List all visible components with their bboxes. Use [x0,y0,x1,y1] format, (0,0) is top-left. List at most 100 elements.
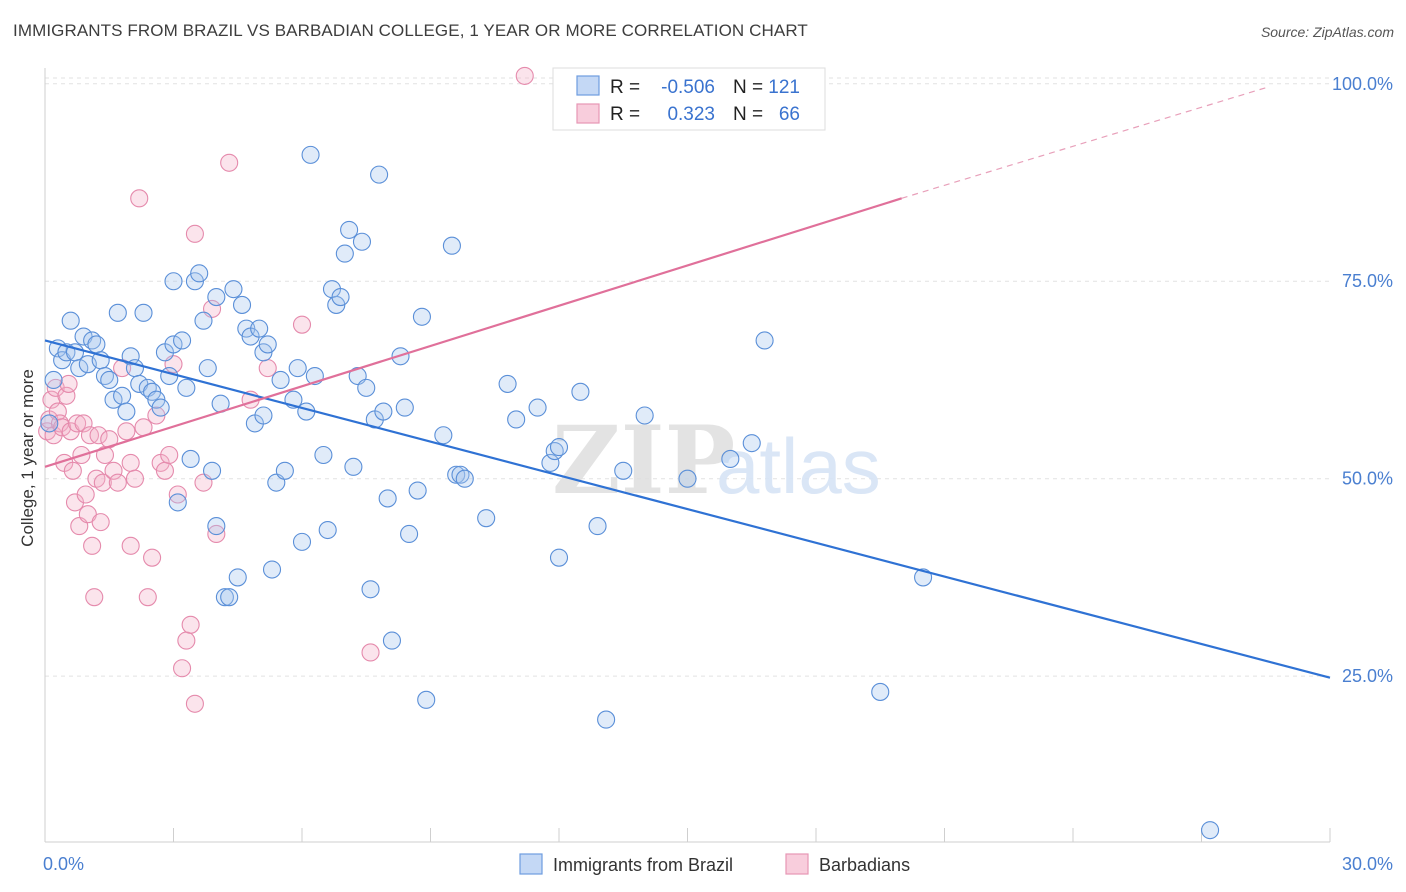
brazil-point [378,489,397,508]
brazil-point [288,359,307,378]
barbadians-point [104,461,123,480]
watermark-atlas: atlas [716,422,881,510]
barbadians-point [185,694,204,713]
brazil-point [117,402,136,421]
brazil-point [678,469,697,488]
barbadians-point [207,524,226,544]
legend: Immigrants from Brazil Barbadians [519,853,910,875]
stats-blue-swatch [576,75,600,96]
brazil-point [447,465,466,484]
barbadians-point [91,513,110,532]
barbadians-point [93,473,112,492]
barbadians-point [138,588,157,607]
barbadians-point [85,588,104,607]
barbadians-point [68,414,87,433]
barbadians-point [258,359,277,378]
brazil-point [314,445,333,465]
brazil-point [442,236,461,255]
brazil-point [250,319,269,338]
brazil-point [357,378,376,397]
legend-pink-swatch [785,853,809,875]
brazil-point [292,532,312,551]
barbadians-point [160,445,179,465]
brazil-point [275,461,294,480]
brazil-point [190,264,209,283]
brazil-point [721,449,740,468]
barbadians-point [74,414,93,433]
legend-blue-label: Immigrants from Brazil [553,855,733,875]
brazil-point [173,331,192,350]
brazil-point [271,370,290,390]
brazil-point [434,426,453,445]
brazil-point [100,370,119,390]
stats-pink-n-label: N = [733,104,763,125]
brazil-point [207,287,226,307]
brazil-point [340,220,359,239]
stats-blue-r-value: -0.506 [661,77,715,98]
brazil-point [541,453,560,472]
brazil-point [258,335,277,354]
brazil-point [528,398,547,417]
brazil-point [412,307,431,326]
brazil-point [87,335,106,354]
x-tick-label: 30.0% [1342,854,1393,874]
legend-pink-label: Barbadians [819,855,910,875]
brazil-point [1201,821,1220,840]
brazil-point [742,434,761,453]
barbadians-point [515,66,534,85]
y-tick-label: 50.0% [1342,469,1393,489]
barbadians-point [185,224,204,243]
brazil-point [177,378,196,397]
stats-blue-r-label: R = [610,77,640,98]
brazil-point [108,303,127,322]
brazil-point [168,493,187,512]
brazil-point [871,682,890,701]
barbadians-point [173,659,192,678]
brazil-point [198,359,217,378]
axes [44,68,1331,843]
source-credit: Source: ZipAtlas.com [1260,24,1394,40]
barbadians-point [59,374,78,393]
barbadians-point [63,461,82,480]
chart-title: IMMIGRANTS FROM BRAZIL VS BARBADIAN COLL… [13,21,808,40]
brazil-point [344,457,363,476]
brazil-point [104,390,123,409]
brazil-point [228,568,247,587]
brazil-point [571,382,590,401]
y-tick-label: 75.0% [1342,271,1393,291]
barbadians-point [130,189,149,208]
brazil-point [262,560,282,579]
brazil-points [40,145,1220,840]
watermark: ZIP atlas [552,406,881,516]
barbadians-point [177,631,196,650]
barbadians-point [292,315,312,334]
brazil-point [44,370,63,390]
barbadians-points [38,66,534,713]
brazil-point [400,524,419,544]
barbadians-point [108,473,127,492]
brazil-point [549,438,569,457]
y-tick-label: 25.0% [1342,666,1393,686]
barbadians-point [168,485,187,504]
brazil-point [318,520,337,540]
brazil-point [70,359,89,378]
stats-blue-n-value: 121 [768,77,800,98]
barbadians-point [117,422,136,441]
brazil-point [498,374,517,393]
brazil-point [121,347,140,366]
brazil-point [113,386,132,405]
brazil-point [382,631,402,650]
brazil-point [361,580,380,599]
brazil-point [207,517,226,536]
y-tick-label: 100.0% [1332,74,1393,94]
brazil-point [408,481,427,500]
barbadians-point [76,485,95,504]
brazil-point [61,311,80,330]
brazil-point [203,461,222,480]
barbadians-point [121,536,140,555]
brazil-point [614,461,633,480]
stats-pink-swatch [576,103,600,124]
brazil-point [151,398,170,417]
brazil-point [215,588,234,607]
